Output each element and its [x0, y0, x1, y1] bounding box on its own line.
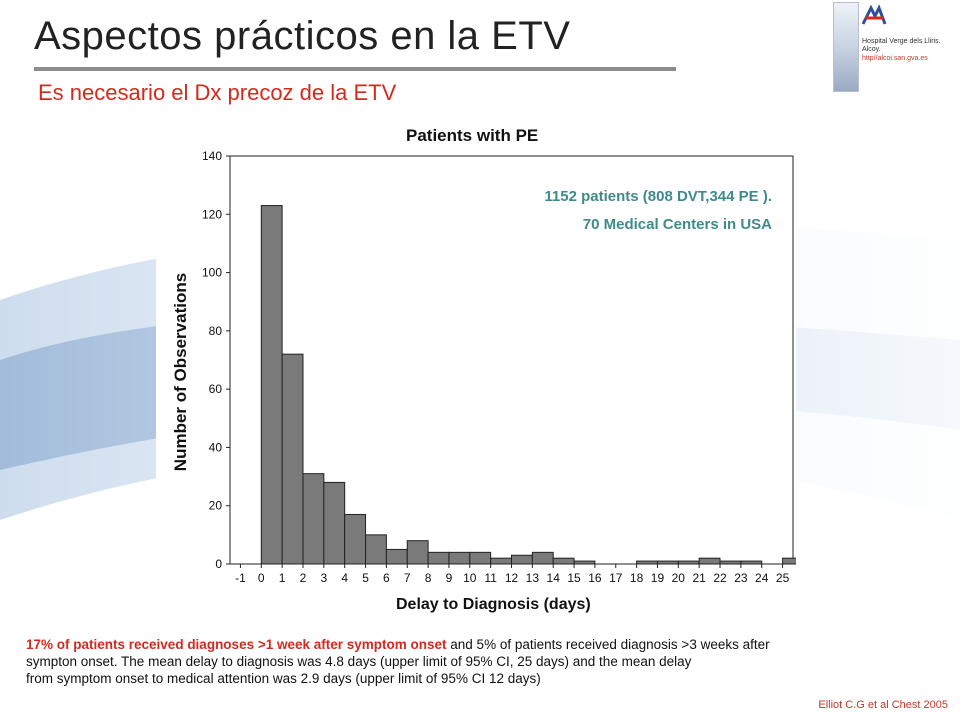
x-tick-label-0: 0 [258, 571, 265, 585]
x-tick-label-7: 7 [404, 571, 411, 585]
x-tick-label-8: 8 [425, 571, 432, 585]
bar-day-2 [302, 473, 325, 565]
bar-day-1 [281, 353, 304, 565]
bar-day-6 [385, 548, 408, 565]
bar-day-0 [260, 205, 283, 565]
chart-annotation-centers: 70 Medical Centers in USA [582, 216, 772, 233]
x-tick-label-23: 23 [734, 571, 748, 585]
x-tick-label-5: 5 [362, 571, 369, 585]
x-tick-label-20: 20 [672, 571, 686, 585]
x-tick-label-11: 11 [484, 571, 497, 585]
bar-day-25 [782, 557, 796, 565]
slide-subtitle: Es necesario el Dx precoz de la ETV [38, 80, 397, 105]
footer-text-2: sympton onset. The mean delay to diagnos… [26, 654, 692, 669]
bar-day-19 [656, 560, 679, 565]
x-tick-label-21: 21 [692, 571, 706, 585]
footer-summary: 17% of patients received diagnoses >1 we… [26, 636, 936, 687]
bar-day-5 [365, 534, 387, 565]
y-tick-label-140: 140 [202, 149, 222, 163]
y-tick-label-20: 20 [209, 499, 223, 513]
hospital-logo-icon [861, 4, 887, 25]
bar-day-15 [573, 560, 596, 565]
bar-day-18 [636, 560, 658, 565]
bar-day-14 [552, 557, 575, 565]
x-tick-label-10: 10 [463, 571, 477, 585]
x-tick-label-24: 24 [755, 571, 769, 585]
x-tick-label-14: 14 [547, 571, 561, 585]
bar-day-3 [323, 481, 346, 565]
footer-text-3: from symptom onset to medical attention … [26, 671, 541, 686]
bar-day-11 [490, 557, 513, 565]
x-tick-label-3: 3 [320, 571, 327, 585]
x-tick-label-9: 9 [446, 571, 453, 585]
x-tick-label-15: 15 [567, 571, 581, 585]
bar-day-21 [698, 557, 721, 565]
y-tick-label-60: 60 [209, 382, 223, 396]
y-tick-label-100: 100 [202, 266, 222, 280]
footer-highlight: 17% of patients received diagnoses >1 we… [26, 637, 447, 652]
x-tick-label-1: 1 [279, 571, 286, 585]
logo-banner [833, 2, 859, 92]
x-tick-label-2: 2 [300, 571, 307, 585]
footer-text-1: and 5% of patients received diagnosis >3… [446, 637, 770, 652]
bar-day-8 [427, 551, 450, 565]
x-tick-label--1: -1 [235, 571, 246, 585]
slide-title: Aspectos prácticos en la ETV [34, 14, 571, 58]
x-tick-label-22: 22 [713, 571, 727, 585]
bar-day-10 [469, 551, 492, 565]
bar-day-13 [531, 551, 554, 565]
x-tick-label-19: 19 [651, 571, 665, 585]
chart-annotation-patients: 1152 patients (808 DVT,344 PE ). [544, 188, 772, 205]
hospital-name: Hospital Verge dels Lliris. Alcoy. [862, 38, 941, 53]
bar-day-23 [740, 560, 763, 565]
bar-day-12 [511, 554, 533, 565]
bar-day-20 [677, 560, 700, 565]
bar-day-7 [406, 540, 429, 565]
bar-day-22 [719, 560, 742, 565]
citation: Elliot C.G et al Chest 2005 [818, 699, 948, 711]
bar-day-4 [344, 513, 367, 565]
y-tick-label-120: 120 [202, 207, 222, 221]
x-tick-label-4: 4 [341, 571, 348, 585]
bar-day-9 [448, 551, 471, 565]
x-axis-label: Delay to Diagnosis (days) [396, 596, 591, 613]
x-tick-label-6: 6 [383, 571, 390, 585]
title-divider [34, 67, 676, 71]
x-tick-label-25: 25 [776, 571, 790, 585]
y-tick-label-40: 40 [209, 440, 223, 454]
chart-panel: 0 20 40 60 80 100 120 140 -1 0 1 2 3 4 5 6 7 8 9 10 11 12 13 14… [156, 118, 796, 618]
hospital-url: http//alcoi.san.gva.es [862, 55, 928, 62]
chart-title: Patients with PE [406, 126, 539, 145]
y-tick-label-80: 80 [209, 324, 223, 338]
x-tick-label-13: 13 [526, 571, 540, 585]
x-tick-label-16: 16 [588, 571, 602, 585]
x-tick-label-12: 12 [505, 571, 519, 585]
x-tick-label-17: 17 [609, 571, 623, 585]
y-axis-label: Number of Observations [171, 272, 190, 472]
y-tick-label-0: 0 [215, 557, 222, 571]
x-tick-label-18: 18 [630, 571, 644, 585]
